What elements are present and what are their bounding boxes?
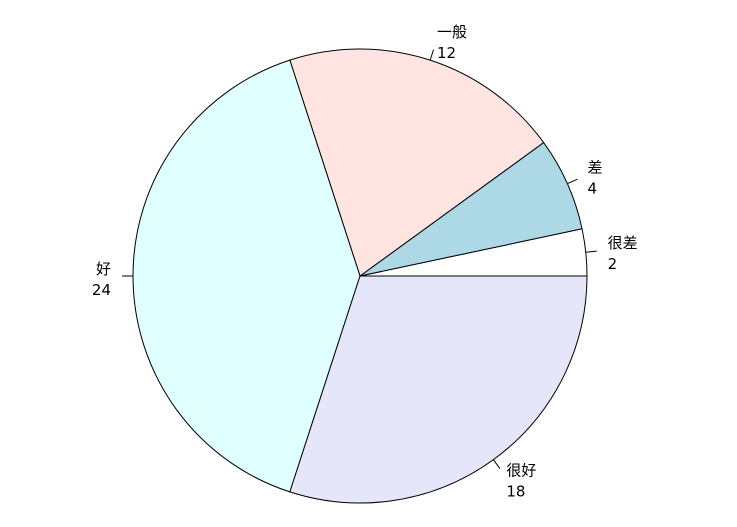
pie-slices — [132, 48, 588, 504]
slice-label-3: 好 — [96, 260, 111, 278]
slice-value-0: 2 — [608, 255, 618, 273]
slice-value-3: 24 — [92, 281, 111, 299]
label-tick-1 — [567, 178, 578, 185]
label-tick-0 — [585, 250, 597, 253]
label-ticks — [122, 49, 597, 469]
slice-label-0: 很差 — [608, 234, 638, 252]
slice-label-2: 一般 — [437, 23, 467, 41]
label-tick-4 — [493, 459, 501, 469]
pie-slice-2 — [289, 48, 545, 277]
slice-value-4: 18 — [506, 482, 525, 500]
slice-label-4: 很好 — [506, 461, 536, 479]
pie-slice-4 — [289, 275, 588, 504]
slice-value-2: 12 — [437, 44, 456, 62]
slice-label-1: 差 — [587, 159, 602, 177]
slice-value-1: 4 — [587, 180, 597, 198]
slice-labels: 很差 2 差 4 一般 12 好 24 很好 18 — [92, 23, 638, 500]
label-tick-2 — [429, 49, 435, 61]
